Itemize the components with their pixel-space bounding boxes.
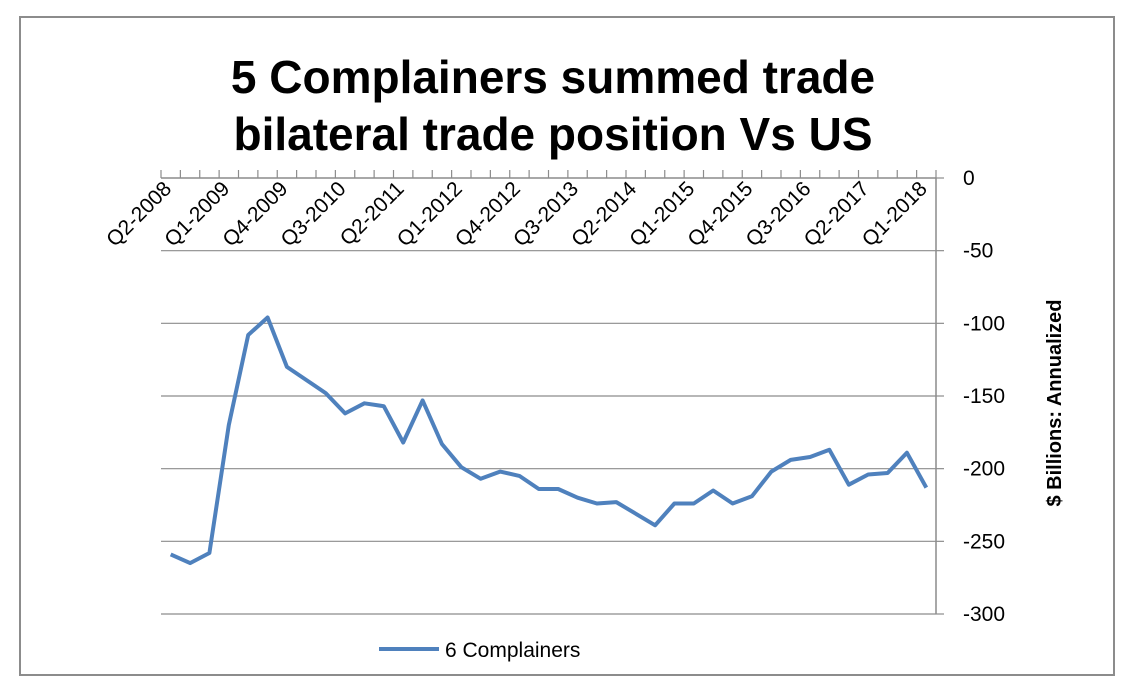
series-line [169, 315, 929, 566]
x-tick-label: Q3-2010 [277, 177, 351, 251]
chart-title-line-2: bilateral trade position Vs US [233, 108, 872, 160]
legend: 6 Complainers [379, 639, 580, 662]
chart-title-line-1: 5 Complainers summed trade [231, 51, 875, 103]
y-tick-label: -250 [963, 530, 1005, 553]
x-tick-label: Q1-2018 [858, 177, 932, 251]
series [169, 315, 929, 566]
legend-label: 6 Complainers [445, 639, 580, 662]
y-tick-label: -50 [963, 240, 993, 263]
y-tick-label: -100 [963, 312, 1005, 335]
x-ticks: Q2-2008Q1-2009Q4-2009Q3-2010Q2-2011Q1-20… [102, 170, 937, 251]
y-tick-label: 0 [963, 167, 975, 190]
y-tick-label: -200 [963, 458, 1005, 481]
y-tick-label: -300 [963, 603, 1005, 626]
line-chart: Q2-2008Q1-2009Q4-2009Q3-2010Q2-2011Q1-20… [102, 51, 1066, 662]
y-axis-label: $ Billions: Annualized [1044, 299, 1066, 506]
y-tick-labels: 0 -50 -100 -150 -200 -250 -300 [936, 167, 1005, 626]
y-tick-label: -150 [963, 385, 1005, 408]
gridlines [161, 250, 936, 615]
chart-frame: Q2-2008 Q1-2009 Q4-2009 Q3-2010 Q2-2011 Q1-20… [19, 16, 1115, 676]
